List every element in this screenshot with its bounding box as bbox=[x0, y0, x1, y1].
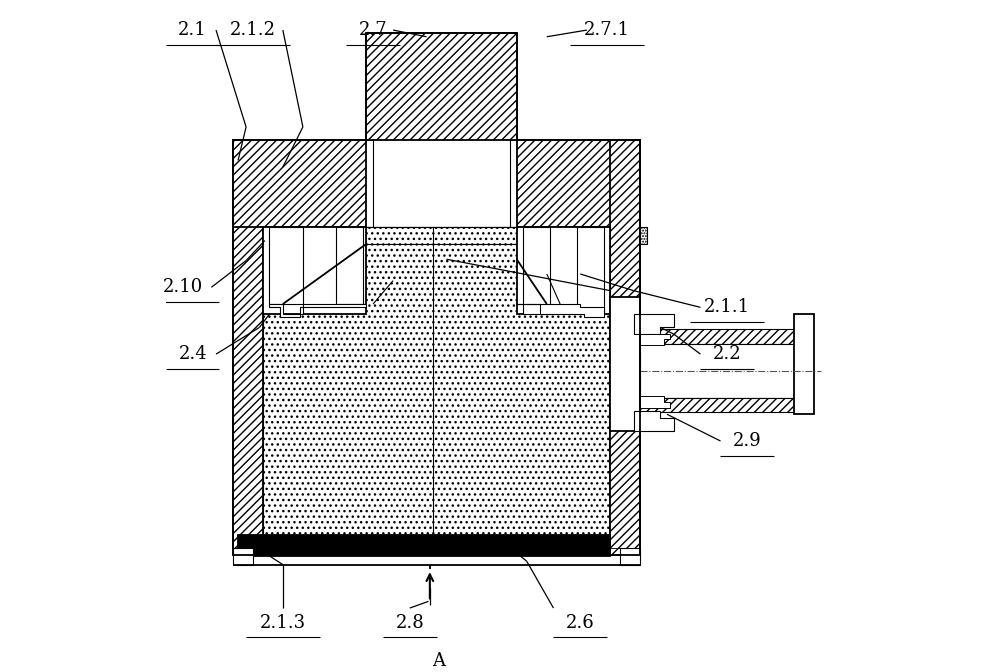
Text: 2.1.2: 2.1.2 bbox=[230, 21, 276, 39]
Bar bbox=[269, 227, 303, 304]
Bar bbox=[336, 227, 363, 304]
Bar bbox=[610, 140, 640, 554]
Text: 2.7: 2.7 bbox=[359, 21, 387, 39]
Bar bbox=[238, 534, 610, 556]
Polygon shape bbox=[269, 304, 366, 317]
Text: 2.1.3: 2.1.3 bbox=[260, 614, 306, 632]
Bar bbox=[517, 140, 640, 227]
Bar bbox=[263, 227, 647, 244]
Bar bbox=[233, 140, 263, 554]
Text: 2.9: 2.9 bbox=[733, 432, 762, 450]
Bar bbox=[263, 227, 610, 244]
Text: 2.4: 2.4 bbox=[178, 345, 207, 363]
Polygon shape bbox=[640, 334, 670, 345]
Bar bbox=[610, 140, 640, 554]
Text: 2.8: 2.8 bbox=[395, 614, 424, 632]
Bar bbox=[794, 314, 814, 414]
Bar bbox=[263, 227, 366, 314]
Text: 2.10: 2.10 bbox=[162, 278, 203, 296]
Bar bbox=[263, 244, 610, 534]
Text: 2.1.1: 2.1.1 bbox=[704, 298, 750, 317]
Bar bbox=[523, 227, 550, 314]
Polygon shape bbox=[517, 304, 604, 317]
Bar bbox=[640, 329, 794, 344]
Text: 2.7.1: 2.7.1 bbox=[584, 21, 630, 39]
Bar bbox=[233, 548, 253, 564]
Text: 2.6: 2.6 bbox=[566, 614, 595, 632]
Text: 2.2: 2.2 bbox=[713, 345, 741, 363]
Text: 2.1: 2.1 bbox=[178, 21, 207, 39]
Bar bbox=[640, 398, 794, 412]
Bar bbox=[610, 297, 640, 431]
Bar bbox=[620, 548, 640, 564]
Bar bbox=[233, 140, 366, 227]
Bar bbox=[517, 227, 610, 314]
Bar bbox=[263, 244, 610, 534]
Polygon shape bbox=[634, 411, 674, 431]
Polygon shape bbox=[634, 314, 674, 334]
Text: A: A bbox=[432, 653, 445, 671]
Bar bbox=[640, 344, 794, 398]
Bar bbox=[577, 227, 604, 314]
Bar bbox=[366, 34, 517, 140]
Polygon shape bbox=[640, 396, 670, 408]
